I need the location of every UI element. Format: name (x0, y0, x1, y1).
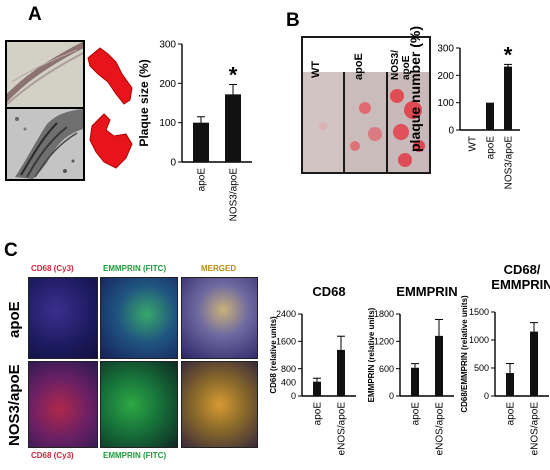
chart-b-plaque-number: 0 100 200 300 plaque number (%) WT apoE * NOS3/a… (407, 26, 520, 190)
chart-title: CD68/EMMPRIN (491, 262, 550, 292)
image-label-apoe: apoE (353, 53, 365, 80)
significance-marker: * (229, 63, 238, 88)
category-label: apoE (197, 168, 208, 192)
category-label: eNOS/apoE (337, 402, 348, 456)
y-tick-label: 0 (291, 391, 296, 401)
category-label: NOS3/apoE (229, 168, 240, 222)
y-tick-label: 1500 (469, 307, 489, 317)
histology-section-nos3-apoe (7, 109, 83, 179)
y-axis-label: EMMPRIN (relative units) (367, 307, 376, 402)
category-label: eNOS/apoE (435, 402, 446, 456)
y-axis-label: CD68 (relative units) (269, 316, 278, 394)
y-tick-label: 100 (437, 98, 454, 109)
y-tick-label: 500 (474, 363, 489, 373)
row-label-nos3-apoe: NOS3/apoE (6, 364, 23, 446)
bar (193, 122, 209, 162)
row-label-apoe: apoE (6, 301, 23, 338)
significance-marker: * (504, 42, 513, 67)
bar (337, 349, 345, 396)
plaque-shape-nos3-apoe (89, 113, 133, 169)
y-tick-label: 800 (281, 364, 296, 374)
y-tick-label: 1000 (469, 335, 489, 345)
fluor-image-apoe-emmprin (100, 277, 178, 359)
bar (313, 381, 321, 396)
bar (530, 331, 538, 396)
plaque-images-strip (301, 36, 431, 174)
fluor-image-nos3-apoe-emmprin (100, 361, 178, 448)
y-axis-label: Plaque size (%) (137, 59, 151, 146)
y-tick-label: 400 (281, 377, 296, 387)
en-face-images (303, 38, 429, 172)
y-tick-label: 0 (389, 391, 394, 401)
y-tick-label: 1800 (374, 309, 394, 319)
panel-letter-a: A (28, 4, 42, 25)
bar (504, 66, 512, 130)
histology-image-apoe (5, 40, 85, 110)
chart-title: CD68 (312, 284, 345, 299)
category-label: apoE (313, 402, 324, 426)
category-label: NOS3/apoE (504, 136, 515, 190)
y-axis-label: CD68/EMMPRIN (relative units) (460, 295, 469, 413)
panel-letter-b: B (286, 10, 300, 31)
image-label-wt: WT (310, 60, 322, 78)
column-label-cd68-bottom: CD68 (Cy3) (31, 451, 74, 460)
column-label-merged: MERGED (201, 264, 237, 273)
chart-title-line: CD68 (312, 284, 345, 299)
column-label-emmprin: EMMPRIN (FITC) (103, 264, 167, 273)
category-label: apoE (486, 136, 497, 160)
y-tick-label: 600 (379, 364, 394, 374)
fluor-image-nos3-apoe-merged (181, 361, 258, 448)
y-tick-label: 0 (170, 158, 176, 169)
fluor-image-apoe-cd68 (28, 277, 98, 359)
chart-title-line: EMMPRIN (491, 277, 550, 292)
panel-letter-c: C (4, 240, 18, 261)
category-label: eNOS/apoE (530, 402, 541, 456)
plaque-tracings (87, 47, 133, 169)
chart-title-line: CD68/ (504, 262, 541, 277)
category-label: apoE (411, 402, 422, 426)
fluor-image-nos3-apoe-cd68 (28, 361, 98, 448)
column-label-cd68: CD68 (Cy3) (31, 264, 74, 273)
bar (411, 367, 419, 396)
bar (225, 94, 241, 162)
y-tick-label: 200 (437, 71, 454, 82)
y-tick-label: 1600 (276, 336, 296, 346)
category-label: WT (468, 136, 479, 152)
chart-title: EMMPRIN (396, 284, 457, 299)
y-tick-label: 0 (448, 126, 454, 137)
y-tick-label: 300 (159, 40, 176, 51)
chart-a-plaque-size: 0 100 200 300 Plaque size (%) apoE * NOS3/apoE (137, 40, 252, 221)
y-tick-label: 2400 (276, 309, 296, 319)
y-tick-label: 200 (159, 79, 176, 90)
y-axis-label: plaque number (%) (407, 26, 423, 152)
fluor-image-apoe-merged (181, 277, 258, 359)
histology-image-nos3-apoe (5, 107, 85, 181)
y-tick-label: 1200 (374, 336, 394, 346)
category-label: apoE (506, 402, 517, 426)
y-tick-label: 100 (159, 118, 176, 129)
column-label-emmprin-bottom: EMMPRIN (FITC) (103, 451, 167, 460)
bar (435, 335, 443, 396)
bar (506, 373, 514, 396)
y-tick-label: 300 (437, 44, 454, 55)
bar (486, 102, 494, 130)
y-tick-label: 0 (484, 391, 489, 401)
chart-title-line: EMMPRIN (396, 284, 457, 299)
histology-section-apoe (7, 42, 83, 108)
plaque-shape-apoe (87, 47, 133, 105)
